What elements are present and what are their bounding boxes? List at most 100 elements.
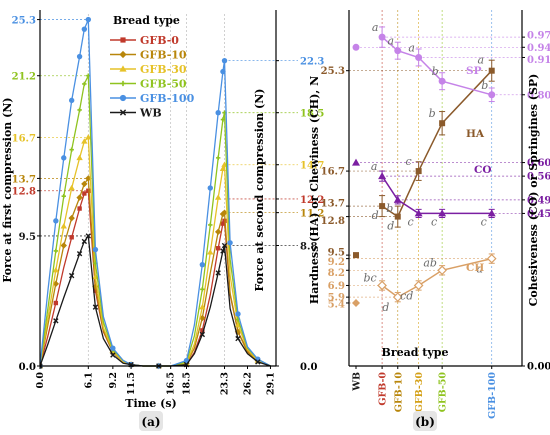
b-left-tick-label: 25.3: [321, 66, 345, 77]
a-data-point-gfb-0: [69, 235, 74, 240]
panel-a: 25.3 21.2 16.7 13.7 12.8 9.5 0.0 22.3 18.5 14.7 12…: [1, 10, 324, 431]
a-data-point-gfb-100: [221, 57, 228, 64]
b-ch-data-point: [392, 292, 403, 302]
b-left-tick-label: 5.9: [328, 293, 345, 304]
a-data-point-wb: [85, 233, 92, 239]
a-right-tick-label: 11.2: [300, 209, 324, 220]
a-data-point-wb: [40, 363, 43, 369]
a-data-point-gfb-30: [214, 194, 222, 200]
b-x-tick-label: GFB-50: [438, 372, 449, 413]
a-data-point-gfb-30: [68, 184, 75, 191]
b-ch-significance-letter: cd: [400, 289, 413, 302]
b-left-axis-label: Hardness (HA) or Chewiness (CH), N: [308, 76, 321, 304]
a-x-axis-label: Time (s): [125, 397, 176, 410]
b-sp-data-point: [352, 43, 360, 51]
b-ha-data-point: [353, 252, 359, 259]
b-right-tick-label: 0.91: [527, 55, 550, 66]
b-tick-labels: WB GFB-0 GFB-10 GFB-30 GFB-50 GFB-100 25.3 16.7…: [321, 31, 550, 419]
b-ha-significance-letter: b: [429, 107, 436, 120]
a-data-point-gfb-30: [219, 165, 227, 172]
a-legend-marker-gfb-30: [119, 65, 127, 72]
a-data-point-wb: [53, 318, 59, 324]
b-right-tick-label: 0.97: [527, 31, 550, 42]
b-sp-significance-letter: a: [372, 21, 379, 34]
b-ch-significance-letter: ab: [423, 256, 437, 269]
b-sp-significance-letter: b: [481, 79, 488, 92]
a-legend-label-gfb-0: GFB-0: [140, 34, 179, 47]
a-series-line-gfb-10: [40, 176, 271, 367]
a-data-point-gfb-50: [220, 117, 226, 122]
a-data-point-gfb-100: [235, 311, 241, 317]
a-data-point-gfb-10: [68, 214, 75, 222]
b-right-tick-label: 0.60: [527, 158, 550, 169]
b-co-significance-letter: b: [386, 202, 393, 215]
a-data-point-gfb-10: [76, 194, 83, 201]
a-data-point-gfb-10: [221, 209, 228, 216]
a-left-tick-label: 12.8: [12, 187, 36, 198]
a-legend-label-gfb-10: GFB-10: [140, 49, 187, 62]
b-right-tick-label: 0.80: [527, 90, 550, 101]
a-data-point-gfb-100: [110, 345, 116, 351]
a-data-point-gfb-30: [60, 223, 67, 229]
b-ch-data-point: [486, 253, 497, 264]
b-ha-line: [381, 70, 493, 218]
a-legend-marker-gfb-10: [119, 50, 127, 59]
a-left-axis-label: Force at first compression (N): [1, 97, 14, 282]
b-ha-significance-letter: c: [406, 155, 412, 168]
b-left-tick-label: 5.4: [328, 299, 345, 310]
a-x-tick-label: 6.1: [83, 372, 94, 389]
a-right-axis-label: Force at second compression (N): [253, 88, 266, 291]
b-ha-significance-letter: d: [372, 209, 379, 222]
b-ha-data-point: [415, 168, 422, 175]
a-data-point-gfb-30: [52, 266, 60, 273]
b-axes: [346, 10, 525, 369]
a-legend-label-wb: WB: [139, 107, 162, 120]
b-ha-data-point: [379, 203, 386, 210]
a-data-point-wb: [221, 242, 228, 249]
b-left-tick-label: 9.2: [328, 257, 345, 268]
a-x-tick-label: 18.5: [182, 372, 193, 395]
b-sp-significance-letter: a: [408, 41, 415, 54]
a-data-point-gfb-0: [86, 188, 91, 193]
a-right-tick-label: 8.8: [300, 242, 317, 253]
a-data-point-gfb-100: [215, 109, 221, 116]
b-ch-data-point: [437, 265, 447, 276]
a-right-tick-label: 18.5: [300, 109, 324, 120]
b-ch-data-point: [377, 280, 387, 291]
b-co-significance-letter: c: [481, 215, 487, 228]
a-data-point-gfb-0: [53, 300, 59, 306]
a-data-point-gfb-30: [85, 134, 92, 140]
a-x-tick-label: 16.5: [166, 372, 177, 395]
b-co-significance-letter: a: [371, 160, 378, 173]
a-data-point-gfb-50: [61, 194, 66, 199]
a-data-point-gfb-100: [85, 16, 92, 23]
a-data-point-gfb-100: [92, 246, 99, 253]
a-legend-label-gfb-100: GFB-100: [140, 92, 195, 105]
a-data-point-gfb-50: [53, 248, 59, 254]
a-data-point-gfb-10: [60, 242, 67, 249]
b-co-significance-letter: c: [408, 215, 414, 228]
a-left-tick-label: 25.3: [12, 16, 36, 27]
a-data-point-gfb-100: [220, 68, 226, 75]
a-data-point-gfb-100: [68, 97, 75, 104]
a-data-point-gfb-100: [61, 155, 67, 161]
b-sp-significance-letter: b: [432, 65, 439, 78]
b-co-data-point: [414, 209, 423, 217]
a-tick-labels: 25.3 21.2 16.7 13.7 12.8 9.5 0.0 22.3 18.5 14.7 12…: [12, 16, 325, 396]
a-data-point-gfb-50: [200, 287, 205, 292]
a-x-tick-label: 26.2: [242, 372, 253, 395]
a-data-point-gfb-100: [207, 185, 213, 191]
b-sp-data-point: [378, 33, 386, 41]
b-co-data-point: [438, 209, 447, 217]
a-legend-marker-gfb-0: [120, 37, 126, 43]
a-axes: [37, 10, 279, 369]
a-x-tick-label: 0.0: [35, 372, 46, 389]
a-x-tick-label: 11.5: [126, 372, 137, 395]
a-data-point-gfb-50: [208, 222, 213, 228]
a-data-point-gfb-30: [199, 303, 206, 310]
b-co-data-point: [378, 172, 387, 180]
a-data-point-wb: [110, 352, 116, 358]
b-right-tick-label: 0.00: [527, 362, 550, 373]
